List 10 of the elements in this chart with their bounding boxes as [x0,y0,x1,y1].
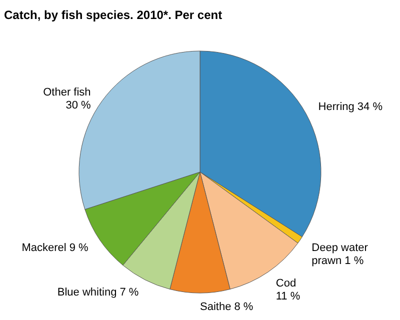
slice-label: Herring 34 % [318,100,383,113]
slice-label: Saithe 8 % [200,301,254,313]
chart-title: Catch, by fish species. 2010*. Per cent [4,8,222,22]
slice-label: Blue whiting 7 % [57,286,139,298]
data-label: 30 % [66,100,91,112]
slice-label: Deep water prawn 1 % [312,242,368,267]
slice-label: Cod [276,278,296,290]
data-label: 11 % [276,290,300,303]
slice-label: Mackerel 9 % [22,242,89,254]
slice-label: Other fish [43,86,91,99]
